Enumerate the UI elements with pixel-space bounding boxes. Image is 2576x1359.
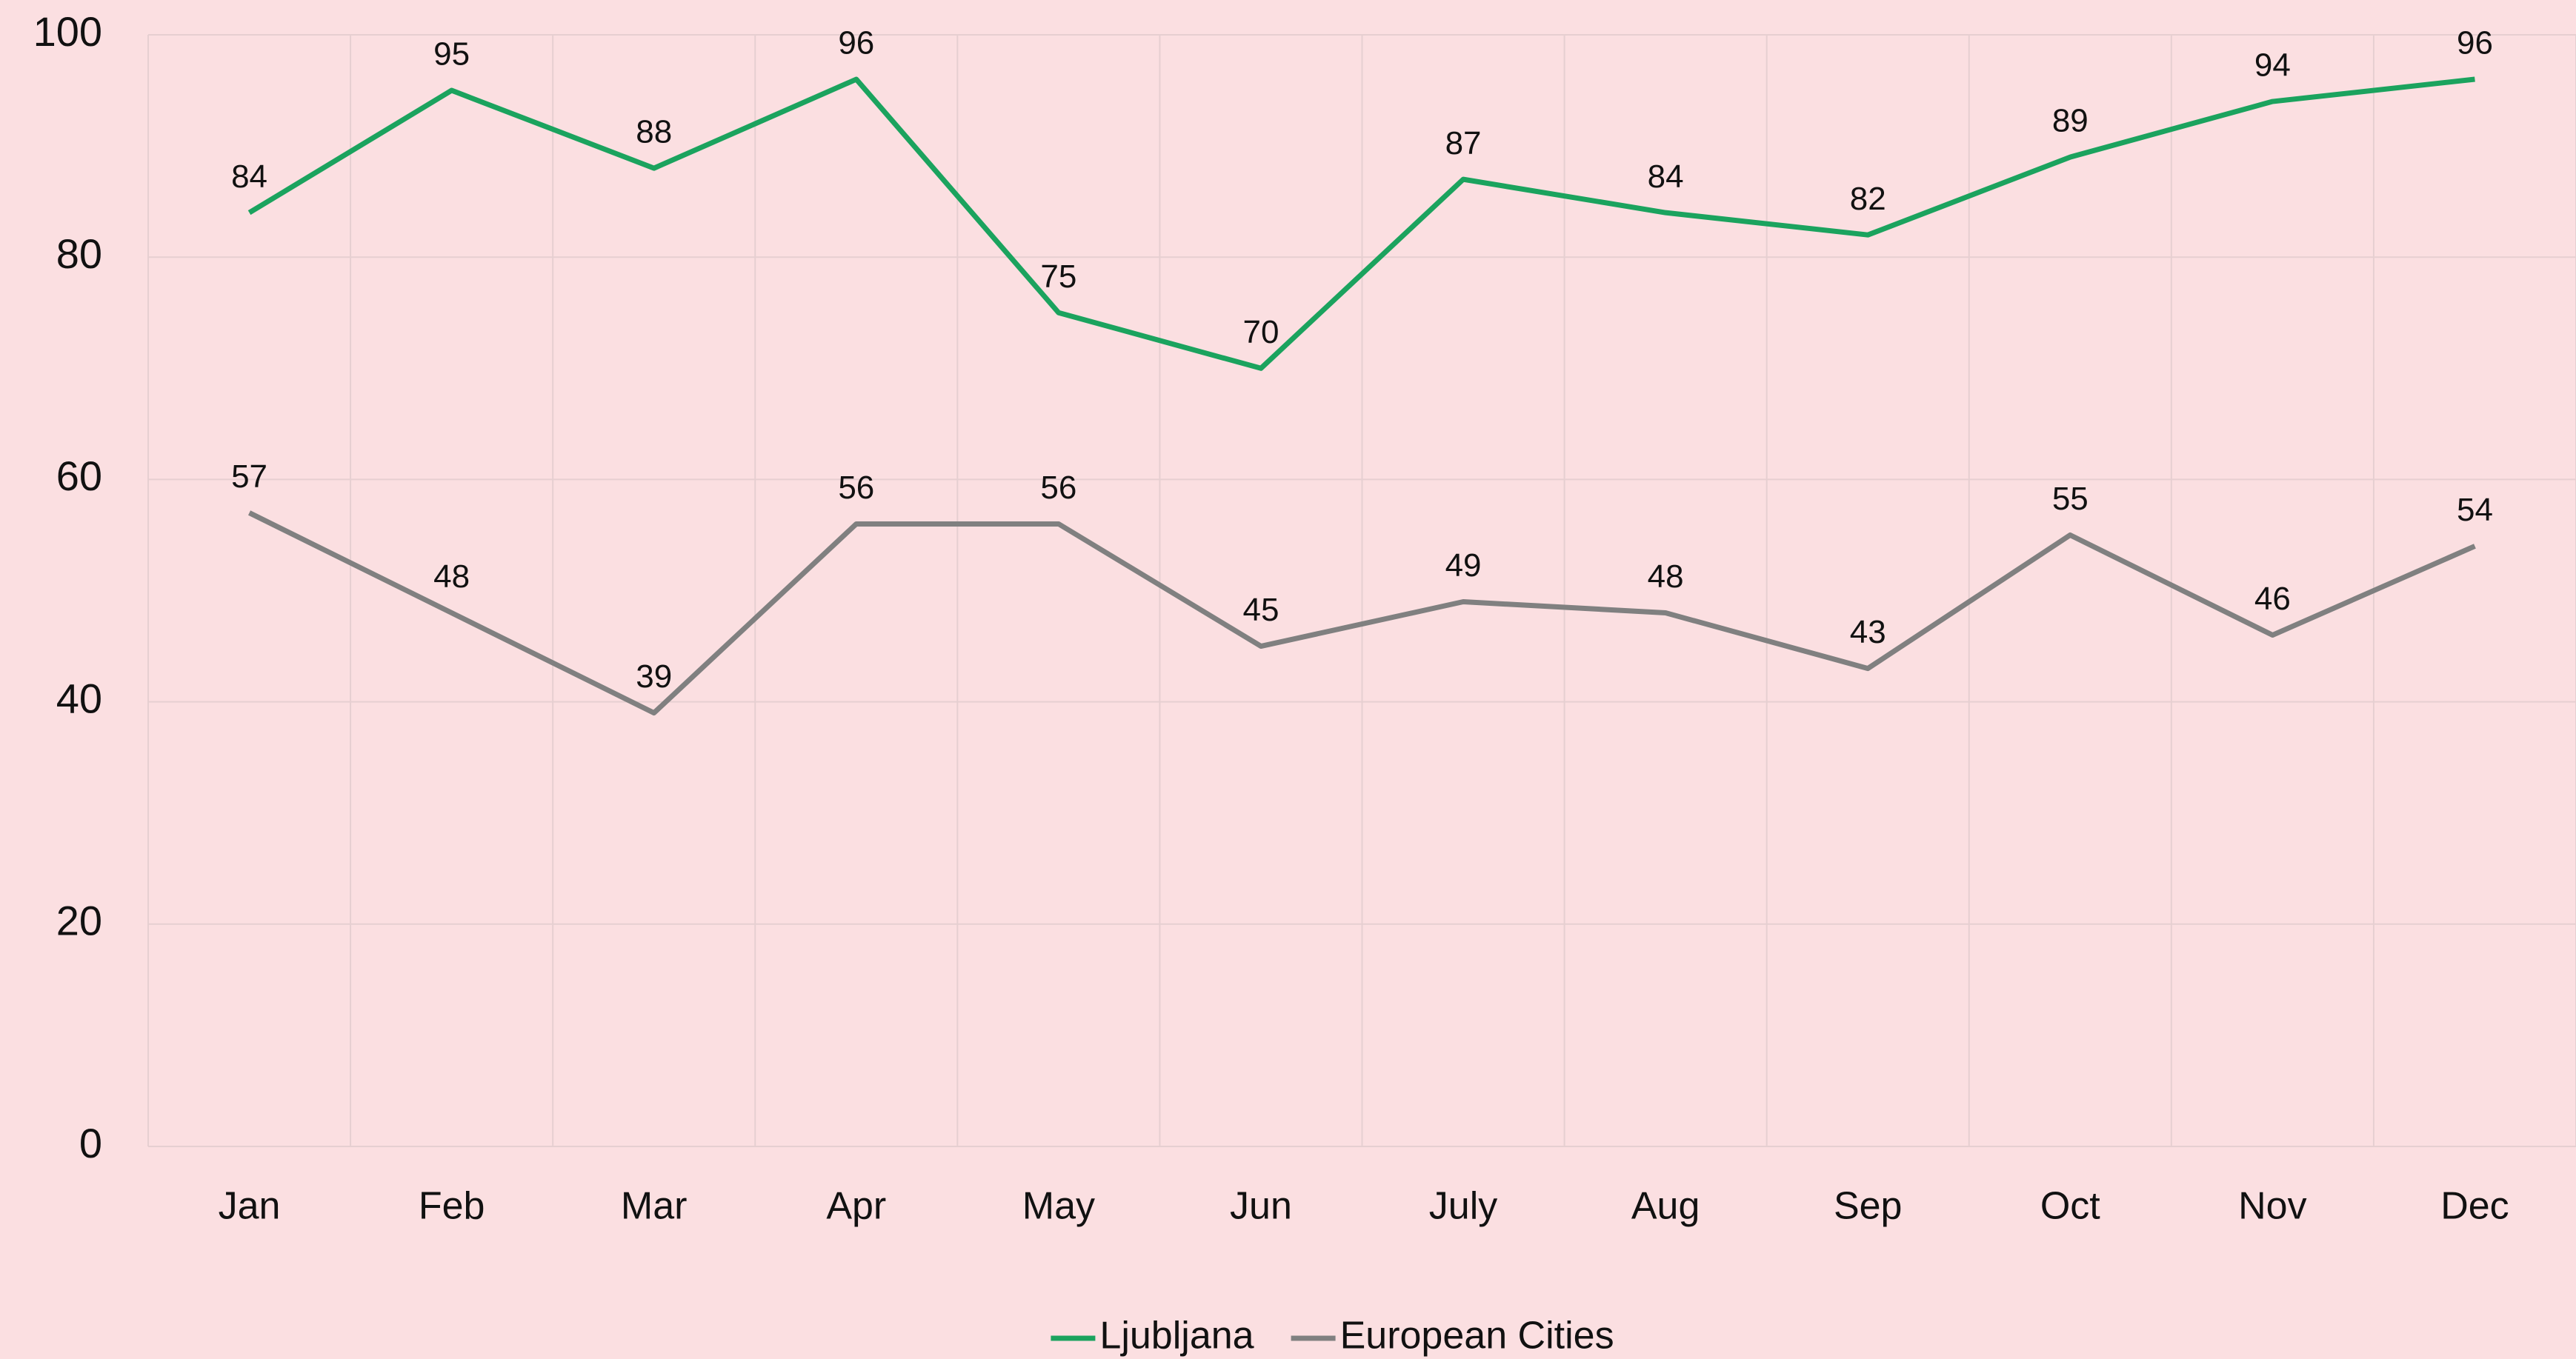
- x-tick-label: May: [1022, 1185, 1095, 1228]
- x-tick-label: Aug: [1631, 1185, 1700, 1228]
- x-tick-label: Sep: [1834, 1185, 1903, 1228]
- series-line: [247, 510, 2476, 716]
- data-label: 75: [1040, 258, 1076, 295]
- data-label: 84: [1648, 158, 1684, 195]
- x-tick-label: Apr: [826, 1185, 886, 1228]
- legend-label: Ljubljana: [1099, 1315, 1254, 1358]
- data-label: 96: [838, 25, 874, 61]
- data-label: 48: [433, 558, 470, 595]
- data-label: 39: [636, 658, 672, 695]
- data-label: 49: [1445, 547, 1482, 584]
- data-label: 70: [1242, 314, 1279, 350]
- data-label: 96: [2457, 25, 2493, 61]
- y-tick-label: 60: [56, 453, 102, 499]
- data-label: 43: [1850, 614, 1886, 650]
- x-tick-label: Nov: [2238, 1185, 2306, 1228]
- data-label: 55: [2052, 481, 2089, 517]
- x-tick-label: Dec: [2440, 1185, 2509, 1228]
- y-tick-label: 40: [56, 675, 102, 721]
- data-label: 46: [2254, 581, 2291, 617]
- data-label: 87: [1445, 125, 1482, 161]
- y-tick-label: 20: [56, 898, 102, 944]
- data-label: 82: [1850, 181, 1886, 217]
- data-label: 94: [2254, 47, 2291, 84]
- data-label: 45: [1242, 592, 1279, 628]
- data-label: 95: [433, 36, 470, 73]
- data-label: 54: [2457, 492, 2493, 528]
- data-label: 57: [231, 458, 267, 495]
- data-label: 89: [2052, 103, 2089, 139]
- y-tick-label: 100: [33, 8, 102, 55]
- data-label: 56: [1040, 470, 1076, 506]
- x-tick-label: July: [1429, 1185, 1497, 1228]
- data-label: 88: [636, 114, 672, 150]
- data-label: 48: [1648, 558, 1684, 595]
- x-tick-label: Feb: [419, 1185, 485, 1228]
- y-tick-label: 0: [79, 1120, 102, 1166]
- x-tick-label: Oct: [2040, 1185, 2100, 1228]
- legend-label: European Cities: [1340, 1315, 1614, 1358]
- x-tick-label: Mar: [621, 1185, 688, 1228]
- y-tick-label: 80: [56, 230, 102, 277]
- x-tick-label: Jan: [219, 1185, 281, 1228]
- series-line: [247, 76, 2475, 371]
- data-label: 56: [838, 470, 874, 506]
- x-tick-label: Jun: [1230, 1185, 1292, 1228]
- data-label: 84: [231, 158, 267, 195]
